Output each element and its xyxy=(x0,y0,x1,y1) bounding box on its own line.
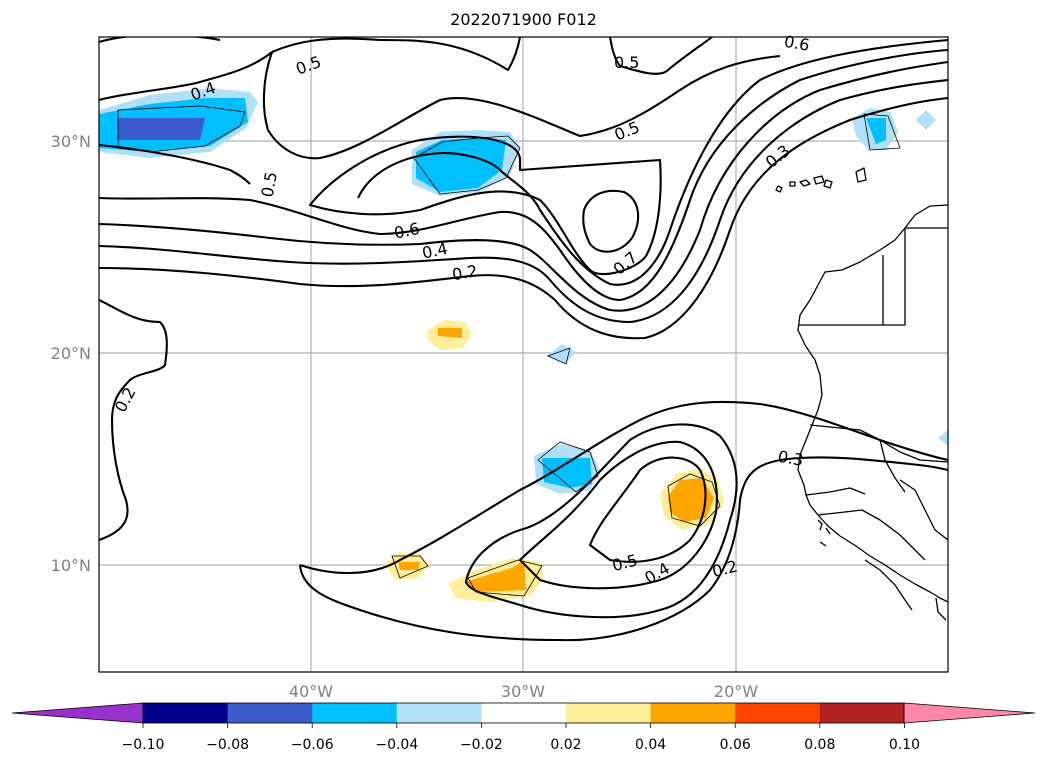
map-title: 2022071900 F012 xyxy=(450,10,597,29)
lon-label-30w: 30°W xyxy=(501,682,545,701)
colorbar-box xyxy=(650,703,736,723)
colorbar-tick-label: 0.02 xyxy=(550,737,581,753)
colorbar-tick-label: 0.10 xyxy=(889,737,920,753)
colorbar-box xyxy=(396,703,482,723)
latitude-labels: 30°N 20°N 10°N xyxy=(51,132,91,575)
contour-label: 0.5 xyxy=(258,170,281,198)
contour-label: 0.7 xyxy=(609,248,641,279)
map-frame xyxy=(98,36,949,673)
negative-shading xyxy=(99,88,948,494)
contour-label: 0.3 xyxy=(776,447,804,470)
lon-label-20w: 20°W xyxy=(714,682,758,701)
contour-label: 0.5 xyxy=(614,53,639,72)
contour-label: 0.5 xyxy=(610,550,639,575)
shading-outlines xyxy=(117,105,901,597)
colorbar-tick-label: −0.08 xyxy=(206,737,249,753)
colorbar: −0.10 −0.08 −0.06 −0.04 −0.02 0.02 0.04 0.06 0.0… xyxy=(11,702,1036,753)
coastline xyxy=(775,167,948,621)
colorbar-tick-label: −0.10 xyxy=(122,737,165,753)
colorbar-box xyxy=(143,703,229,723)
colorbar-box xyxy=(735,703,821,723)
colorbar-box xyxy=(819,703,905,723)
colorbar-extend-max xyxy=(903,702,1036,724)
colorbar-extend-min xyxy=(11,702,144,724)
contour-label: 0.6 xyxy=(392,219,421,243)
longitude-labels: 40°W 30°W 20°W xyxy=(289,682,758,701)
colorbar-tick-label: 0.06 xyxy=(720,737,751,753)
contour-label: 0.6 xyxy=(783,32,811,55)
colorbar-box xyxy=(227,703,313,723)
contour-label: 0.2 xyxy=(111,384,140,415)
colorbar-tick-label: 0.08 xyxy=(804,737,835,753)
colorbar-tick-label: −0.04 xyxy=(375,737,418,753)
contour-lines xyxy=(99,37,948,642)
colorbar-tick-label: −0.06 xyxy=(291,737,334,753)
lon-label-40w: 40°W xyxy=(289,682,333,701)
colorbar-box xyxy=(566,703,652,723)
contour-label: 0.2 xyxy=(451,261,479,284)
lat-label-30n: 30°N xyxy=(51,132,91,151)
colorbar-box xyxy=(312,703,398,723)
contour-label: 0.5 xyxy=(293,52,323,79)
colorbar-tick-label: −0.02 xyxy=(460,737,503,753)
positive-shading xyxy=(384,320,724,602)
contour-label: 0.4 xyxy=(420,239,449,263)
lat-label-10n: 10°N xyxy=(51,556,91,575)
colorbar-box xyxy=(481,703,567,723)
lat-label-20n: 20°N xyxy=(51,344,91,363)
colorbar-tick-label: 0.04 xyxy=(635,737,666,753)
